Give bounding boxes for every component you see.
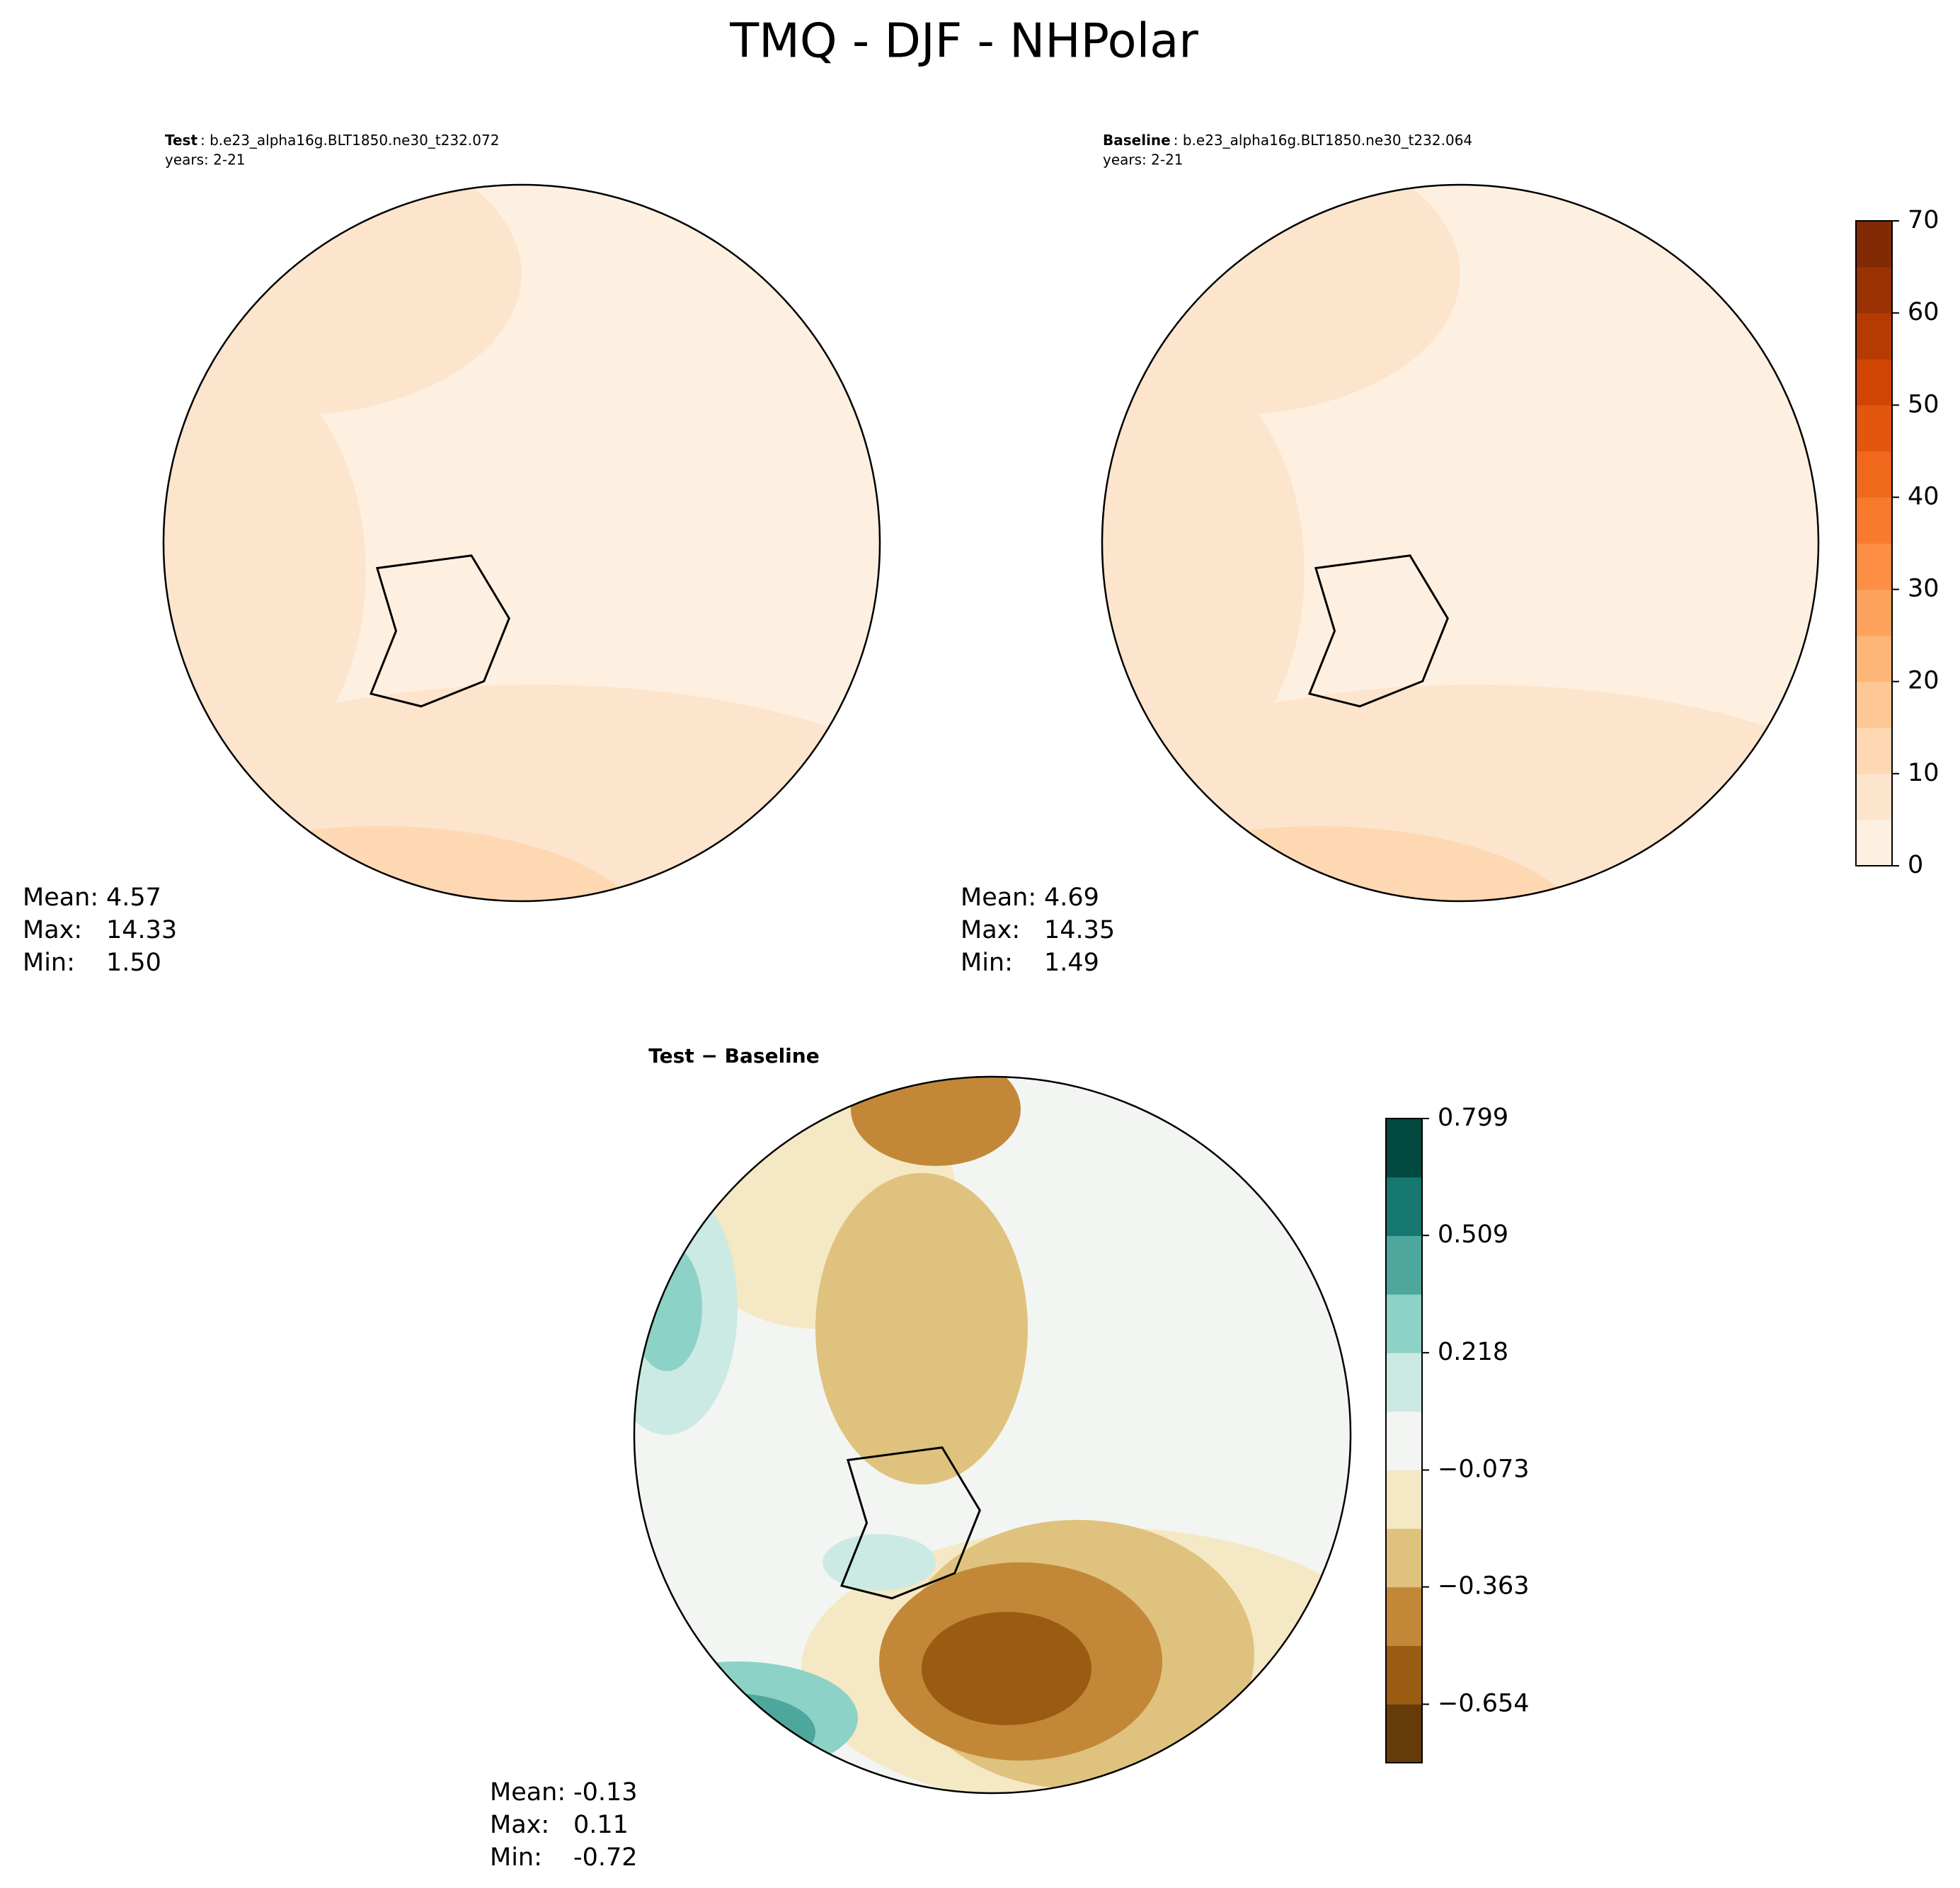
colorbar-level <box>1386 1645 1422 1705</box>
stat-value: 1.50 <box>106 949 161 977</box>
colorbar-level <box>1856 451 1892 498</box>
contour-region <box>1102 826 1588 901</box>
map-boundary <box>633 1075 1352 1795</box>
colorbar-tick-label: 10 <box>1908 759 1939 787</box>
colorbar-level <box>1386 1294 1422 1354</box>
stat-label: Max: <box>23 916 82 944</box>
colorbar-level <box>1386 1704 1422 1763</box>
stat-value: 14.33 <box>106 916 177 944</box>
stat-label: Mean: <box>961 883 1036 912</box>
years: years: 2-21 <box>1103 151 1184 168</box>
stat-value: 4.57 <box>106 883 161 912</box>
contour-region <box>164 359 366 784</box>
colorbar-tick-label: 20 <box>1908 667 1939 695</box>
colorbar-level <box>1856 681 1892 728</box>
contour-region <box>634 1661 858 1775</box>
colorbar-tick-label: 0 <box>1908 851 1923 879</box>
contour-region <box>168 366 338 423</box>
colorbar-level <box>1386 1470 1422 1529</box>
stat-label: Max: <box>490 1811 549 1839</box>
colorbar-level <box>1386 1586 1422 1647</box>
colorbar-tick-label: 50 <box>1908 390 1939 418</box>
panel-label: Baseline <box>1103 132 1171 149</box>
colorbar-tick-label: 0.799 <box>1438 1104 1508 1132</box>
colorbar-level <box>1856 635 1892 682</box>
colorbar-level <box>1856 497 1892 544</box>
map-field <box>1102 185 1818 901</box>
figure-title: TMQ - DJF - NHPolar <box>729 13 1198 69</box>
coastline <box>839 1446 981 1600</box>
map-field <box>164 185 880 901</box>
stat-label: Max: <box>961 916 1020 944</box>
colorbar-tick-label: 40 <box>1908 482 1939 510</box>
colorbar-tick-label: 30 <box>1908 575 1939 603</box>
colorbar-tick-label: −0.363 <box>1438 1572 1530 1601</box>
colorbar-level <box>1856 727 1892 774</box>
contour-region <box>922 1612 1091 1725</box>
colorbar-level <box>1856 359 1892 406</box>
coastline <box>369 554 510 708</box>
colorbar-frame <box>1385 1118 1423 1763</box>
colorbar-level <box>1856 267 1892 314</box>
colorbar-level <box>1856 589 1892 636</box>
colorbar-level <box>1856 819 1892 866</box>
map-boundary <box>1101 183 1820 903</box>
contour-region <box>164 826 649 901</box>
colorbar-level <box>1386 1352 1422 1412</box>
case-name: : b.e23_alpha16g.BLT1850.ne30_t232.064 <box>1174 132 1472 149</box>
colorbar-tick-label: 70 <box>1908 206 1939 234</box>
stat-value: -0.72 <box>573 1843 638 1872</box>
colorbar-level <box>1386 1411 1422 1470</box>
stat-value: -0.13 <box>573 1778 638 1807</box>
stat-label: Min: <box>23 949 75 977</box>
panel-label: Test <box>165 132 197 149</box>
stat-label: Mean: <box>490 1778 566 1807</box>
colorbar-frame <box>1855 220 1893 866</box>
contour-region <box>667 1722 766 1771</box>
contour-region <box>646 1693 815 1771</box>
panel-title: Baseline: b.e23_alpha16g.BLT1850.ne30_t2… <box>1103 132 1472 149</box>
contour-region <box>815 1173 1028 1484</box>
colorbar-level <box>1856 405 1892 452</box>
colorbar-tick-label: −0.073 <box>1438 1455 1530 1484</box>
colorbar-tick-label: −0.654 <box>1438 1689 1530 1717</box>
panel-title: Test: b.e23_alpha16g.BLT1850.ne30_t232.0… <box>165 132 499 149</box>
colorbar-level <box>1386 1177 1422 1236</box>
map-boundary <box>162 183 881 903</box>
panel-title: Test − Baseline <box>648 1044 819 1068</box>
contour-region <box>1106 366 1276 423</box>
contour-region <box>851 1077 1021 1166</box>
coastline <box>1307 554 1449 708</box>
contour-region <box>1134 1123 1351 1322</box>
map-field <box>634 1077 1351 1793</box>
colorbar-tick-label: 60 <box>1908 298 1939 326</box>
case-name: : b.e23_alpha16g.BLT1850.ne30_t232.072 <box>200 132 499 149</box>
stat-value: 14.35 <box>1044 916 1115 944</box>
colorbar-level <box>1856 221 1892 268</box>
stat-value: 4.69 <box>1044 883 1099 912</box>
stat-value: 1.49 <box>1044 949 1099 977</box>
colorbar-level <box>1856 773 1892 820</box>
contour-region <box>823 1534 936 1591</box>
colorbar-level <box>1856 313 1892 360</box>
stat-label: Min: <box>961 949 1013 977</box>
colorbar-level <box>1386 1235 1422 1295</box>
stat-value: 0.11 <box>573 1811 629 1839</box>
colorbar-level <box>1856 543 1892 590</box>
colorbar-level <box>1386 1528 1422 1588</box>
colorbar-tick-label: 0.218 <box>1438 1338 1508 1366</box>
stat-label: Min: <box>490 1843 542 1872</box>
colorbar-tick-label: 0.509 <box>1438 1220 1508 1249</box>
stat-label: Mean: <box>23 883 98 912</box>
years: years: 2-21 <box>165 151 246 168</box>
colorbar-level <box>1386 1119 1422 1178</box>
contour-region <box>1102 359 1305 784</box>
contour-region <box>634 1244 702 1371</box>
